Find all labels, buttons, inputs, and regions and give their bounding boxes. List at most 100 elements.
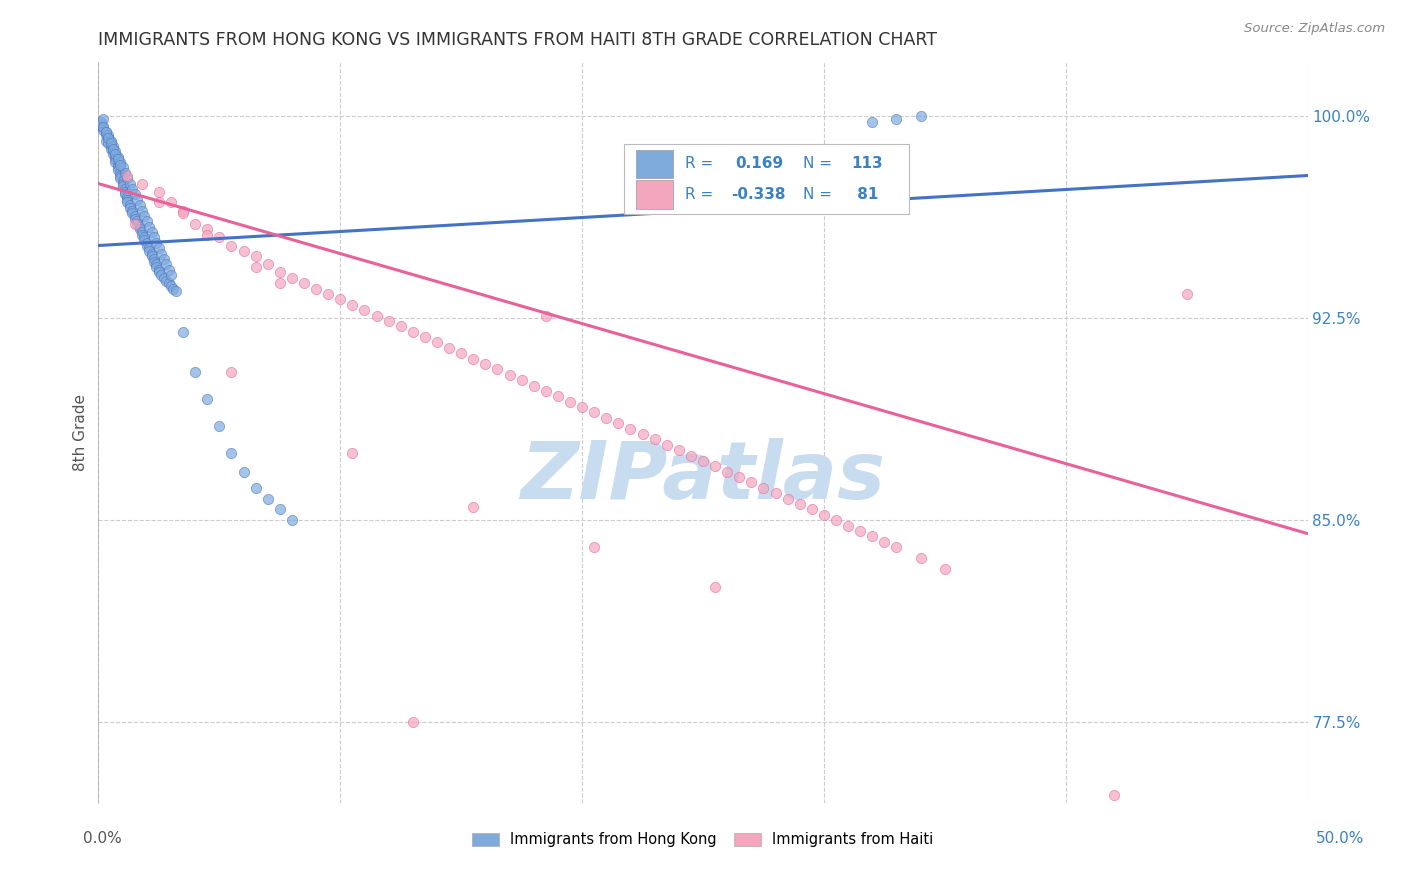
Point [124,217,146,231]
Point [128,219,150,234]
Point [160,268,183,282]
Text: 113: 113 [852,156,883,171]
Y-axis label: 8th Grade: 8th Grade [73,394,89,471]
Point [97,131,120,145]
Point [101,142,124,156]
Point [124,211,146,226]
Point [152,252,174,266]
Point [131,177,153,191]
Point [104,147,127,161]
Point [571,400,593,414]
Point [184,217,207,231]
Point [245,481,267,495]
Point [232,465,254,479]
Point [752,481,775,495]
Text: 50.0%: 50.0% [1316,831,1364,846]
Point [107,163,129,178]
Point [269,276,291,290]
Point [145,260,167,274]
Point [740,475,762,490]
Point [195,222,218,236]
Point [143,254,166,268]
Point [91,120,114,134]
Point [121,203,143,218]
Point [269,502,291,516]
Point [316,287,339,301]
Point [127,214,149,228]
Point [117,169,139,183]
Text: R =: R = [685,187,718,202]
Point [141,249,163,263]
Point [104,153,127,167]
Point [486,362,509,376]
Point [143,230,166,244]
Point [607,416,630,430]
Point [157,262,180,277]
Point [704,581,727,595]
Point [1102,788,1125,802]
Point [523,378,546,392]
Text: N =: N = [803,187,832,202]
Point [145,235,167,250]
Point [141,246,163,260]
Point [837,518,859,533]
Point [402,325,425,339]
Point [155,257,177,271]
Point [114,166,136,180]
Point [134,233,156,247]
Point [221,365,243,379]
Point [152,270,174,285]
Point [583,405,606,419]
Point [117,195,139,210]
Point [97,128,120,142]
Point [94,125,117,139]
Text: N =: N = [803,156,832,171]
Point [135,235,157,250]
Point [141,225,163,239]
Point [910,550,932,565]
Point [114,185,136,199]
Point [631,427,654,442]
Point [111,179,134,194]
Point [789,497,811,511]
Point [583,540,606,554]
Point [131,203,153,218]
Text: 0.169: 0.169 [735,156,783,171]
Point [138,244,160,258]
Point [886,112,908,126]
Point [104,150,127,164]
Point [104,155,127,169]
Point [114,187,136,202]
Point [860,114,883,128]
Text: R =: R = [685,156,718,171]
Point [148,265,170,279]
Point [100,139,122,153]
Point [172,206,194,220]
Point [134,209,156,223]
Point [910,109,932,123]
Point [121,206,143,220]
Point [886,540,908,554]
Point [150,246,173,260]
Point [108,155,131,169]
Point [101,147,124,161]
Point [860,529,883,543]
Point [107,161,129,175]
Point [800,502,823,516]
Point [269,265,291,279]
Point [117,193,139,207]
Point [668,443,690,458]
Text: 81: 81 [852,187,879,202]
Point [776,491,799,506]
Point [534,384,557,398]
Point [148,185,170,199]
Point [118,177,141,191]
Point [463,500,485,514]
Point [100,142,122,156]
Point [135,214,157,228]
Point [655,438,678,452]
Point [108,158,131,172]
Point [134,230,156,244]
Point [426,335,449,350]
Text: 0.0%: 0.0% [83,831,122,846]
